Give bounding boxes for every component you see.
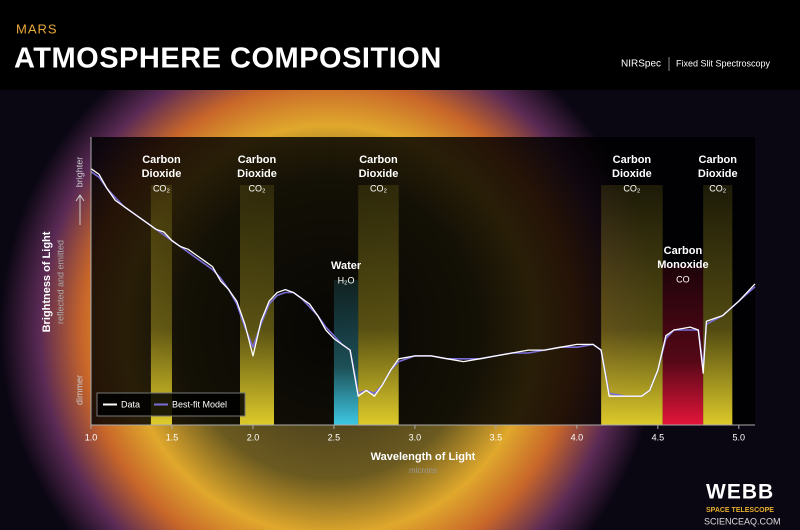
legend-label: Data bbox=[121, 399, 140, 409]
band-formula: CO₂ bbox=[249, 183, 267, 193]
y-arrow bbox=[75, 194, 85, 225]
legend-box bbox=[96, 392, 246, 417]
band-label: Carbon bbox=[613, 154, 652, 166]
band-label: Dioxide bbox=[612, 168, 652, 180]
band-label: Dioxide bbox=[237, 168, 277, 180]
credit: SCIENCEAQ.COM bbox=[704, 516, 781, 526]
x-tick-label: 4.5 bbox=[652, 432, 665, 442]
band-label: Dioxide bbox=[698, 168, 738, 180]
legend-label: Best-fit Model bbox=[172, 399, 227, 409]
band bbox=[333, 280, 359, 425]
band-formula: CO₂ bbox=[623, 183, 641, 193]
band bbox=[601, 185, 663, 425]
band-formula: CO₂ bbox=[370, 183, 388, 193]
band-label: Monoxide bbox=[657, 259, 708, 271]
series-line bbox=[90, 168, 756, 397]
bands bbox=[150, 185, 733, 425]
plot bbox=[90, 168, 756, 397]
band-label: Dioxide bbox=[359, 168, 399, 180]
x-unit: microns bbox=[409, 466, 437, 475]
band-formula: CO₂ bbox=[709, 183, 727, 193]
x-tick-label: 3.5 bbox=[490, 432, 503, 442]
y-sublabel: reflected and emitted bbox=[55, 240, 65, 324]
header-subtitle: MARS bbox=[16, 21, 58, 36]
x-tick-label: 3.0 bbox=[409, 432, 422, 442]
band-label: Carbon bbox=[238, 154, 277, 166]
x-tick-label: 5.0 bbox=[733, 432, 746, 442]
mode: Fixed Slit Spectroscopy bbox=[676, 58, 771, 68]
x-tick-label: 1.5 bbox=[166, 432, 179, 442]
header-title: ATMOSPHERE COMPOSITION bbox=[14, 43, 442, 75]
logo-sub: SPACE TELESCOPE bbox=[706, 507, 774, 514]
x-tick-label: 2.5 bbox=[328, 432, 341, 442]
x-tick-label: 4.0 bbox=[571, 432, 584, 442]
y-label: Brightness of Light bbox=[41, 231, 53, 332]
y-bottom-label: dimmer bbox=[74, 375, 84, 405]
instrument: NIRSpec bbox=[621, 59, 661, 70]
x-tick-label: 2.0 bbox=[247, 432, 260, 442]
band bbox=[358, 185, 399, 425]
legend: Data Best-fit Model bbox=[103, 399, 227, 409]
band bbox=[150, 185, 172, 425]
band-label: Carbon bbox=[664, 245, 703, 257]
band bbox=[703, 185, 733, 425]
logo: WEBB bbox=[706, 481, 774, 504]
band bbox=[662, 265, 704, 425]
band-label: Carbon bbox=[359, 154, 398, 166]
header-bar bbox=[0, 0, 800, 90]
band-formula: H₂O bbox=[338, 275, 355, 285]
x-label: Wavelength of Light bbox=[371, 451, 476, 463]
x-tick-label: 1.0 bbox=[85, 432, 98, 442]
band-label: Water bbox=[331, 260, 362, 272]
band-label: Dioxide bbox=[142, 168, 182, 180]
band-label: Carbon bbox=[699, 154, 738, 166]
y-top-label: brighter bbox=[74, 157, 84, 188]
band-label: Carbon bbox=[142, 154, 181, 166]
band-formula: CO bbox=[676, 274, 690, 284]
band-formula: CO₂ bbox=[153, 183, 171, 193]
